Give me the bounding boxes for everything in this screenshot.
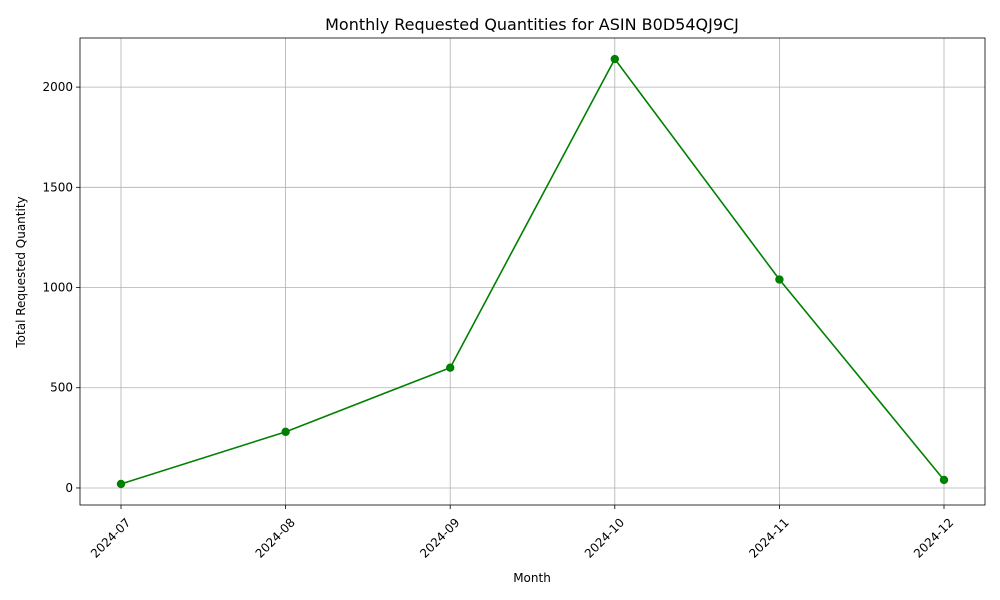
grid: [80, 38, 985, 505]
data-point: [281, 427, 290, 437]
plot-frame: [79, 37, 986, 506]
y-tick-label: 1500: [42, 180, 73, 194]
y-tick-label: 1000: [42, 281, 73, 295]
chart-title: Monthly Requested Quantities for ASIN B0…: [325, 15, 739, 34]
data-point: [939, 475, 949, 485]
data-point: [610, 54, 619, 64]
x-tick-label: 2024-10: [582, 515, 627, 560]
x-tick-label: 2024-08: [253, 515, 298, 560]
x-tick-label: 2024-11: [746, 515, 791, 560]
data-point: [775, 275, 784, 284]
series-layer: [116, 54, 949, 489]
y-tick-label: 0: [65, 481, 73, 495]
data-point: [446, 363, 455, 372]
axis-ticks: 2024-07 2024-08 2024-09 2024-10 2024-11 2024-…: [42, 80, 956, 561]
x-axis-label: Month: [513, 571, 551, 585]
y-tick-label: 500: [50, 381, 73, 395]
data-point: [116, 479, 126, 489]
y-tick-label: 2000: [42, 80, 73, 94]
x-tick-label: 2024-09: [417, 515, 462, 560]
series-line: [120, 57, 945, 485]
x-tick-label: 2024-07: [88, 515, 133, 560]
y-axis-label: Total Requested Quantity: [14, 196, 28, 348]
x-tick-label: 2024-12: [911, 515, 956, 560]
